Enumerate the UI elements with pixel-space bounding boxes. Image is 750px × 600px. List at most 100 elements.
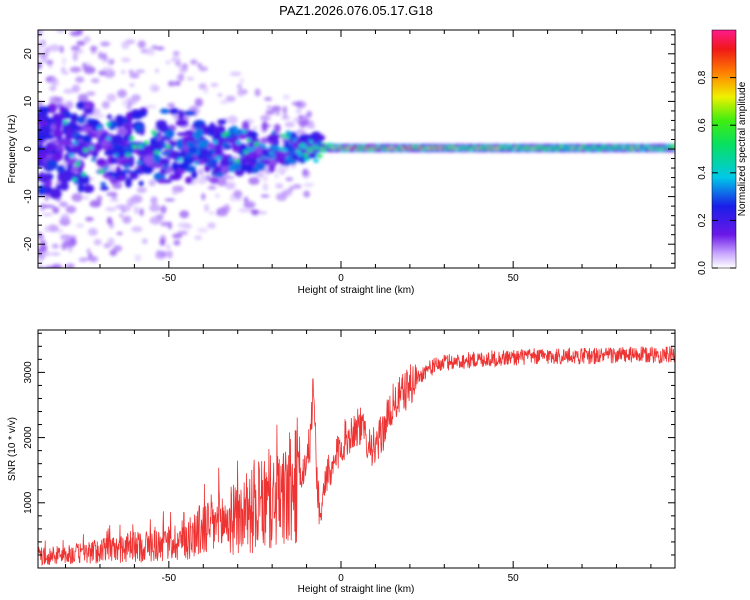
spectrogram-speckle (255, 173, 264, 177)
snr-y-label: SNR (10 * v/v) (7, 417, 18, 481)
spectrogram-blob (54, 120, 63, 131)
spectrogram-speckle (172, 50, 180, 56)
spectrogram-blob (71, 166, 79, 174)
spectrogram-speckle (65, 263, 75, 268)
spectrogram-highlight (69, 153, 75, 158)
spectrogram-speckle (237, 83, 243, 90)
spectrogram-speckle (149, 216, 162, 225)
spectrogram-speckle (160, 221, 170, 227)
spectrogram-speckle (139, 208, 144, 217)
spectrogram-blob (166, 166, 174, 174)
spectrogram-speckle (42, 212, 54, 217)
spectrogram-blob (219, 118, 227, 125)
spectrogram-speckle (63, 88, 74, 94)
spectrogram-blob (64, 129, 75, 140)
spectrogram-speckle (203, 86, 209, 94)
spectrogram-speckle (225, 95, 236, 102)
colorbar-frame (711, 29, 737, 269)
spectrogram-speckle (164, 198, 176, 202)
spectrogram-blob (185, 176, 193, 184)
spectrogram-speckle (66, 241, 74, 249)
spectrogram-speckle (160, 205, 167, 214)
spectrogram-highlight (235, 140, 241, 145)
spectrogram-speckle (261, 175, 269, 182)
spectrogram-blob (39, 106, 51, 114)
spectrogram-speckle (107, 237, 115, 247)
spectrogram-blob (150, 163, 164, 169)
spectrogram-speckle (249, 209, 260, 213)
spectrogram-blob (66, 158, 75, 166)
spectrogram-highlight (151, 129, 157, 134)
spectrogram-blob (276, 152, 282, 161)
spectrogram-speckle (35, 20, 45, 24)
spectrogram-blob (64, 146, 72, 151)
spectrogram-blob (191, 170, 198, 180)
spectrogram-speckle (45, 59, 54, 65)
spectrogram-blob (261, 151, 271, 157)
spectrogram-blob (50, 123, 56, 132)
spectrogram-blob (273, 123, 281, 133)
spectrogram-speckle (271, 105, 282, 112)
spectrogram-blob (208, 128, 215, 136)
spectrogram-highlight (143, 140, 149, 145)
spectrogram-speckle (86, 248, 91, 255)
spectrogram-blob (255, 146, 263, 156)
spectrogram-speckle (296, 129, 306, 136)
spectrogram-speckle (45, 204, 55, 208)
spectrogram-highlight (291, 138, 297, 143)
spectrogram-speckle (70, 45, 81, 51)
colorbar-tick-label: 0.8 (697, 70, 708, 84)
spectrogram-speckle (116, 231, 123, 236)
spectrogram-speckle (35, 272, 41, 277)
spectrogram-speckle (61, 71, 69, 75)
spectrogram-blob (241, 120, 250, 132)
spectrogram-y-tick-label: -20 (23, 237, 34, 252)
spectrogram-blob (38, 134, 47, 142)
spectrogram-speckle (266, 105, 273, 110)
spectrogram-blob (183, 110, 197, 116)
spectrogram-highlight (278, 146, 284, 151)
spectrogram-speckle (183, 223, 193, 230)
spectrogram-speckle (134, 206, 139, 215)
spectrogram-blob (214, 166, 223, 171)
spectrogram-blob (175, 119, 189, 127)
spectrogram-highlight (88, 145, 94, 150)
spectrogram-blob (156, 179, 168, 184)
colorbar-tick-label: 0.0 (697, 261, 708, 275)
spectrogram-speckle (40, 251, 52, 257)
spectrogram-speckle (297, 120, 308, 125)
spectrogram-speckle (38, 31, 44, 35)
spectrogram-blob (216, 172, 224, 178)
spectrogram-speckle (129, 72, 140, 79)
spectrogram-speckle (217, 93, 223, 97)
spectrogram-speckle (210, 83, 219, 87)
spectrogram-blob (77, 182, 84, 193)
spectrogram-speckle (275, 111, 280, 116)
spectrogram-speckle (299, 123, 306, 129)
spectrogram-blob (241, 164, 254, 172)
spectrogram-speckle (172, 233, 183, 239)
spectrogram-blob (125, 126, 133, 136)
spectrogram-speckle (56, 30, 66, 34)
spectrogram-blob (209, 122, 215, 129)
spectrogram-highlight (225, 131, 231, 136)
spectrogram-blob (43, 172, 51, 182)
colorbar-tick-label: 0.4 (697, 165, 708, 179)
spectrogram-speckle (85, 91, 96, 96)
spectrogram-speckle (128, 70, 134, 74)
spectrogram-speckle (85, 217, 94, 222)
spectrogram-speckle (285, 177, 294, 182)
spectrogram-speckle (136, 187, 147, 193)
spectrogram-speckle (64, 100, 74, 110)
spectrogram-speckle (302, 168, 309, 177)
spectrogram-speckle (227, 115, 238, 125)
spectrogram-speckle (201, 173, 206, 182)
spectrogram-blob (57, 171, 70, 183)
spectrogram-speckle (129, 83, 135, 87)
spectrogram-speckle (83, 66, 96, 74)
spectrogram-blob (50, 139, 59, 145)
spectrogram-speckle (274, 173, 279, 179)
spectrogram-blob (306, 134, 316, 140)
spectrogram-speckle (103, 69, 116, 79)
spectrogram-highlight (74, 162, 80, 167)
